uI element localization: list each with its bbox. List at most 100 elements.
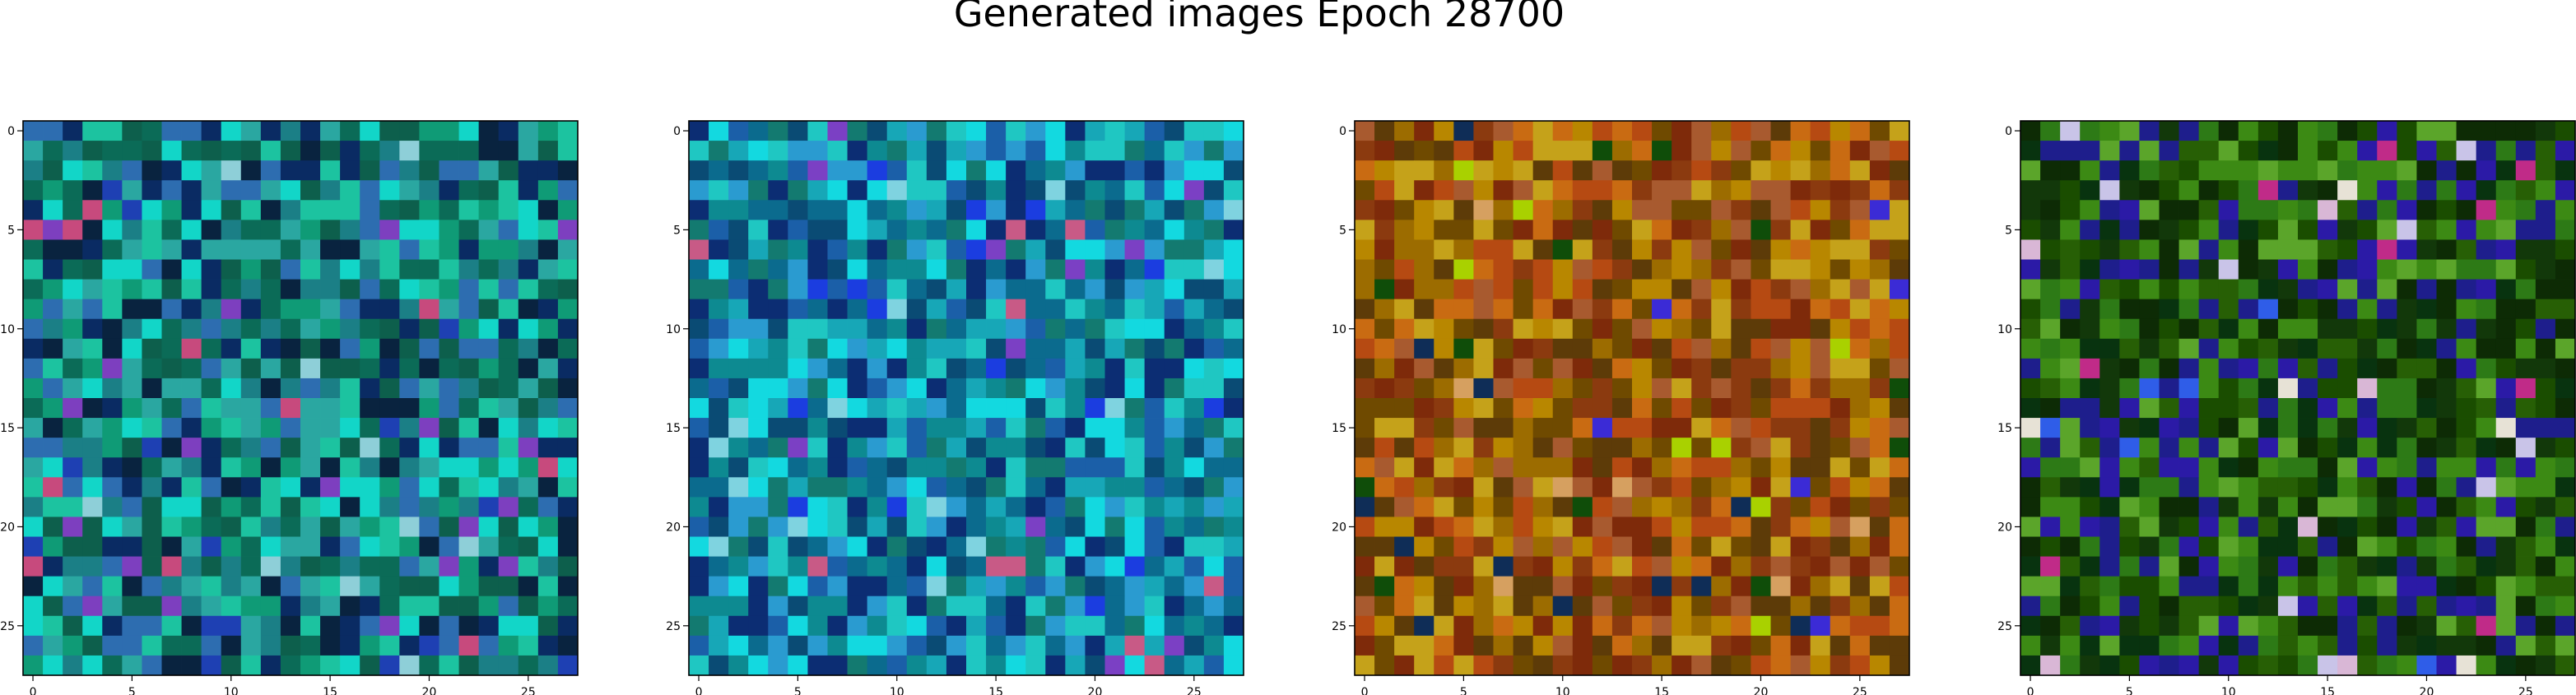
pixel [2377,141,2397,161]
pixel [807,576,828,597]
pixel [2178,160,2200,181]
pixel [82,220,103,240]
pixel [320,517,341,537]
pixel [2139,635,2160,656]
pixel [498,358,519,379]
pixel [1183,438,1205,458]
pixel [320,595,341,617]
pixel [886,615,908,637]
pixel [201,299,222,320]
pixel [1869,398,1890,419]
pixel [260,180,281,201]
pixel [498,615,519,637]
pixel [867,497,888,517]
pixel [1751,497,1771,517]
pixel [2139,358,2160,379]
pixel [1203,299,1225,320]
pixel [2555,121,2576,141]
pixel [1453,338,1474,359]
pixel [2357,259,2378,280]
pixel [2318,595,2338,617]
pixel [1025,239,1046,260]
pixel [2040,318,2061,340]
pixel [1025,338,1046,359]
pixel [1592,497,1613,517]
pixel [419,536,439,557]
pixel [2080,299,2100,320]
pixel [2198,378,2220,399]
pixel [1045,180,1066,201]
pixel [1770,141,1791,161]
pixel [82,318,103,340]
pixel [1104,477,1125,498]
pixel [2119,615,2140,637]
pixel [2535,299,2556,320]
pixel [478,536,500,557]
pixel [1374,477,1395,498]
pixel [2318,200,2338,220]
pixel [768,141,788,161]
pixel [1085,378,1105,399]
pixel [847,595,868,617]
pixel [1223,457,1244,478]
pixel [1045,655,1066,676]
pixel [906,180,928,201]
pixel [2060,477,2081,498]
pixel [43,338,63,359]
pixel [537,457,559,478]
pixel [906,239,928,260]
pixel [2139,200,2160,220]
pixel [2357,378,2378,399]
pixel [1751,239,1771,260]
pixel [360,180,380,201]
pixel [847,398,868,419]
pixel [2178,418,2200,438]
pixel [1006,477,1026,498]
pixel [1473,299,1494,320]
pixel [847,299,868,320]
pixel [2198,398,2220,419]
pixel [986,418,1007,438]
pixel [2555,418,2576,438]
pixel [63,200,83,220]
pixel [1124,160,1146,181]
pixel [320,220,341,240]
pixel [1830,279,1851,300]
pixel [399,418,420,438]
pixel [1731,517,1751,537]
pixel [2257,438,2279,458]
pixel [2456,438,2477,458]
pixel [23,279,44,300]
pixel [1532,180,1554,201]
pixel [1731,438,1751,458]
pixel [2436,318,2457,340]
pixel [1691,438,1712,458]
pixel [827,279,848,300]
pixel [1025,121,1046,141]
pixel [946,438,967,458]
pixel [280,615,301,637]
pixel [2436,595,2457,617]
pixel [768,576,788,597]
pixel [142,318,162,340]
pixel [1223,615,1244,637]
pixel [320,438,341,458]
y-tick-label: 25 [1997,620,2012,633]
pixel [986,517,1007,537]
pixel [1203,635,1225,656]
pixel [1632,398,1653,419]
pixel [986,180,1007,201]
pixel [63,318,83,340]
pixel [1183,517,1205,537]
pixel [1513,615,1534,637]
pixel [360,338,380,359]
pixel [2277,477,2299,498]
pixel [867,220,888,240]
pixel [2218,418,2239,438]
pixel [1374,576,1395,597]
pixel [1889,200,1910,220]
pixel [1183,180,1205,201]
pixel [2159,398,2179,419]
pixel [102,220,123,240]
pixel [847,536,868,557]
